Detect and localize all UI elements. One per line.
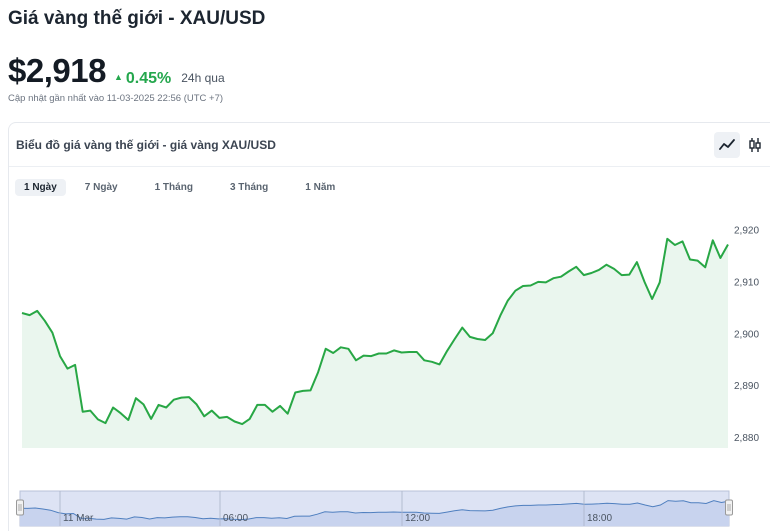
chart-type-toggle	[714, 132, 768, 158]
navigator-tick-label: 18:00	[587, 513, 612, 524]
price-change: ▲ 0.45%	[114, 70, 171, 88]
y-tick-label: 2,900	[734, 329, 759, 340]
line-chart-icon	[719, 139, 735, 150]
y-tick-label: 2,920	[734, 225, 759, 236]
line-chart-button[interactable]	[714, 132, 740, 158]
navigator-left-handle[interactable]	[16, 499, 24, 516]
chart-card-title: Biểu đồ giá vàng thế giới - giá vàng XAU…	[16, 138, 276, 152]
up-arrow-icon: ▲	[113, 72, 123, 82]
y-tick-label: 2,910	[734, 277, 759, 288]
candlestick-icon	[749, 138, 761, 152]
price-line	[21, 237, 729, 426]
tab-3-months[interactable]: 3 Tháng	[229, 182, 269, 193]
page-title: Giá vàng thế giới - XAU/USD	[8, 8, 266, 29]
navigator-tick-label: 11 Mar	[63, 513, 94, 524]
tab-7-days[interactable]: 7 Ngày	[84, 182, 118, 193]
navigator-right-handle[interactable]	[725, 499, 733, 516]
price-area	[22, 238, 728, 448]
current-price: $2,918	[8, 52, 106, 89]
chart-card-header: Biểu đồ giá vàng thế giới - giá vàng XAU…	[9, 123, 770, 167]
navigator-tick-label: 06:00	[223, 513, 248, 524]
y-tick-label: 2,890	[734, 381, 759, 392]
navigator-tick-label: 12:00	[405, 513, 430, 524]
chart-card: Biểu đồ giá vàng thế giới - giá vàng XAU…	[8, 122, 770, 531]
tab-1-month[interactable]: 1 Tháng	[154, 182, 193, 193]
last-updated: Cập nhật gần nhất vào 11-03-2025 22:56 (…	[8, 93, 224, 104]
change-percent: 0.45%	[125, 70, 172, 87]
y-tick-label: 2,880	[734, 433, 759, 444]
tab-1-year[interactable]: 1 Năm	[305, 182, 336, 193]
navigator-area	[20, 500, 729, 526]
navigator-line	[19, 500, 730, 521]
change-period: 24h qua	[181, 71, 225, 85]
range-tabs: 1 Ngày 7 Ngày 1 Tháng 3 Tháng 1 Năm	[15, 179, 344, 196]
price-row: $2,918 ▲ 0.45% 24h qua	[8, 52, 225, 90]
tab-1-day[interactable]: 1 Ngày	[15, 179, 66, 196]
candlestick-chart-button[interactable]	[742, 132, 768, 158]
